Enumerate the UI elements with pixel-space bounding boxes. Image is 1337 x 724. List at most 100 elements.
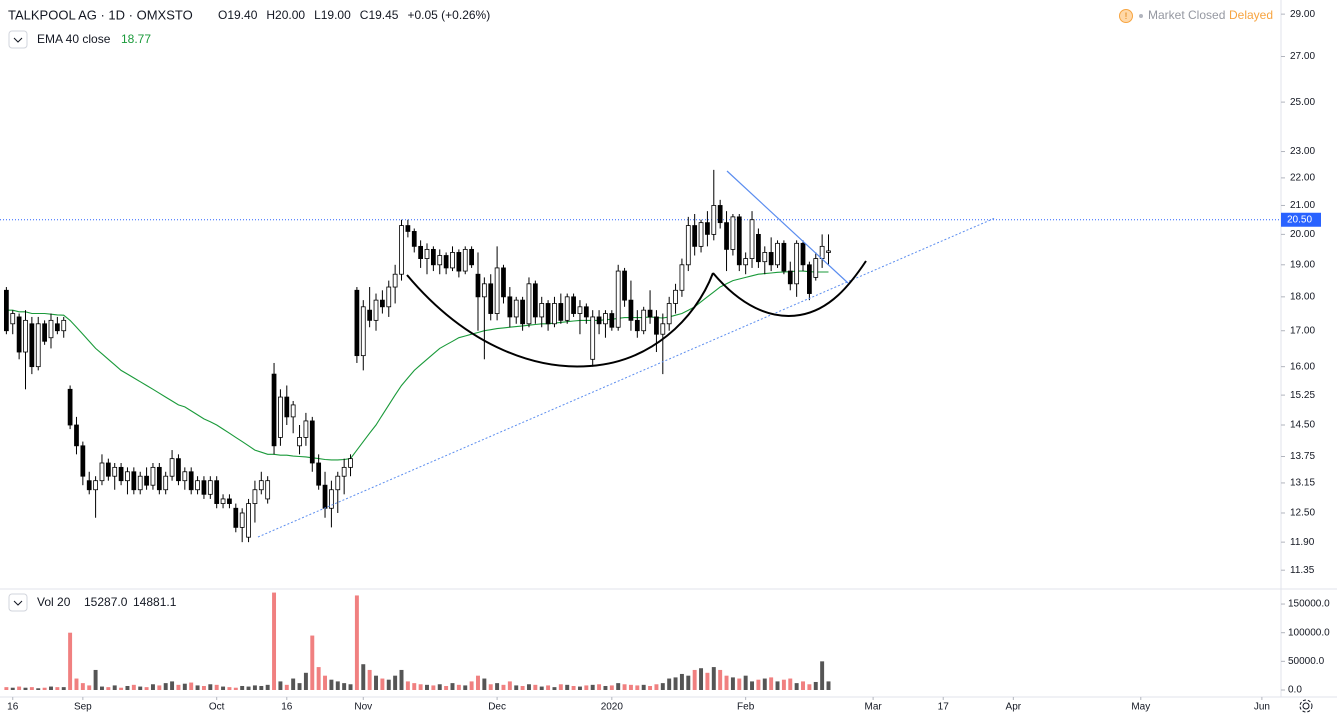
volume-bar: [221, 686, 226, 690]
ema-legend-value: 18.77: [121, 32, 151, 46]
candle-body: [271, 373, 277, 447]
candle-body: [705, 222, 710, 235]
y-tick-label: 50000.0: [1288, 656, 1325, 667]
volume-bar: [284, 684, 289, 690]
gear-teeth: [1299, 699, 1313, 713]
candle-body: [826, 250, 831, 253]
volume-bar: [310, 635, 315, 690]
volume-bar: [571, 685, 576, 690]
volume-bar: [750, 681, 755, 690]
candle-body: [781, 242, 787, 272]
volume-bar: [4, 687, 9, 690]
y-tick-label: 19.00: [1290, 259, 1315, 270]
volume-bar: [526, 684, 531, 690]
volume-bar: [565, 684, 570, 690]
candle-body: [23, 319, 28, 353]
volume-bar: [278, 681, 283, 690]
candle-body: [545, 303, 551, 325]
candle-body: [195, 480, 200, 491]
candle-body: [532, 283, 538, 318]
ohlc-value: C19.45: [360, 8, 399, 22]
volume-bar: [208, 684, 213, 690]
candle-body: [469, 248, 474, 266]
volume-bar: [68, 632, 73, 690]
volume-bar: [74, 678, 79, 690]
volume-bar: [801, 681, 805, 690]
volume-bar: [686, 675, 691, 690]
volume-bar: [405, 681, 410, 690]
volume-bar: [603, 685, 608, 690]
market-status: Market Closed: [1148, 8, 1225, 22]
ohlc-value: O19.40: [218, 8, 258, 22]
ema-legend-name: EMA 40 close: [37, 32, 111, 46]
volume-bar: [55, 687, 60, 690]
candle-body: [418, 245, 424, 259]
candle-body: [16, 316, 22, 353]
y-tick-label: 11.35: [1290, 565, 1315, 576]
candle-body: [163, 475, 169, 491]
volume-bar: [431, 685, 436, 690]
volume-bar: [762, 678, 767, 690]
candle-body: [685, 225, 691, 266]
candle-body: [711, 205, 717, 235]
candle-body: [61, 319, 67, 332]
candle-body: [717, 205, 723, 224]
candle-body: [252, 489, 258, 504]
candle-body: [443, 255, 449, 269]
volume-bar: [131, 684, 136, 690]
volume-bar: [450, 683, 455, 690]
volume-bar: [214, 684, 219, 690]
y-tick-label: 29.00: [1290, 9, 1315, 20]
candle-body: [679, 264, 685, 291]
candle-body: [150, 466, 156, 486]
candle-body: [787, 270, 793, 285]
candle-body: [749, 219, 755, 259]
settings-icon[interactable]: [1299, 699, 1313, 713]
y-tick-label: 25.00: [1290, 97, 1315, 108]
volume-bar: [654, 684, 659, 690]
candle-body: [411, 231, 417, 247]
status-icon[interactable]: [1119, 9, 1133, 23]
candle-body: [125, 471, 130, 482]
volume-bar: [189, 682, 194, 690]
candle-body: [290, 404, 296, 418]
volume-bar: [775, 681, 780, 690]
candle-body: [182, 471, 188, 482]
symbol-title: TALKPOOL AG · 1D · OMXSTO: [8, 7, 193, 22]
collapse-button[interactable]: [8, 30, 28, 49]
volume-bar: [673, 677, 678, 690]
status-dot: [1139, 14, 1143, 18]
x-tick-label: Jun: [1254, 702, 1270, 713]
chevron-icon: [13, 600, 23, 606]
candle-body: [188, 471, 194, 491]
candle-body: [800, 242, 806, 266]
volume-bar: [584, 685, 589, 690]
candle-body: [756, 233, 761, 263]
candle-body: [673, 289, 678, 304]
volume-bar: [444, 685, 449, 690]
candle-body: [807, 264, 812, 294]
volume-bar: [820, 661, 825, 690]
candle-body: [341, 466, 347, 477]
candle-body: [239, 512, 245, 528]
y-tick-label: 14.50: [1290, 420, 1315, 431]
volume-bar: [456, 684, 461, 690]
candle-body: [730, 216, 736, 250]
ohlc-value: +0.05 (+0.26%): [407, 8, 490, 22]
collapse-button[interactable]: [8, 593, 28, 612]
volume-bar: [679, 673, 684, 690]
price-label: 20.50: [1287, 214, 1312, 225]
volume-bar: [730, 677, 735, 690]
candle-body: [494, 267, 500, 314]
volume-bar: [297, 683, 302, 690]
candle-body: [176, 458, 181, 482]
candle-body: [794, 242, 800, 285]
volume-bar: [240, 685, 245, 690]
volume-bar: [265, 684, 270, 690]
volume-bar: [399, 669, 404, 690]
volume-bar: [201, 685, 206, 690]
volume-bar: [386, 679, 391, 690]
candle-body: [10, 313, 16, 325]
x-tick-label: Dec: [488, 702, 506, 713]
y-tick-label: 22.00: [1290, 173, 1315, 184]
